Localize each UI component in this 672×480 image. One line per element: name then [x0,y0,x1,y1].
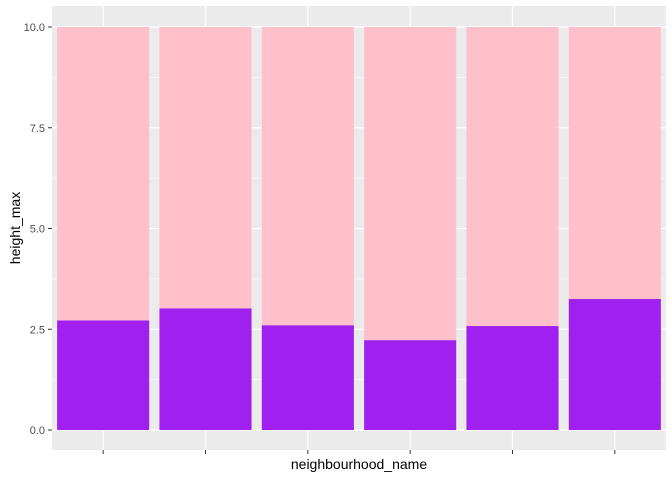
bar-segment-2-4 [364,27,457,341]
bar-segment-2-2 [159,27,252,309]
y-tick-label: 7.5 [30,123,45,135]
bar-segment-1-1 [57,320,150,430]
bar-segment-2-3 [261,27,354,326]
y-tick-label: 2.5 [30,324,45,336]
y-tick-label: 5.0 [30,224,45,236]
y-axis-title: height_max [7,192,23,264]
bar-segment-2-6 [568,27,661,300]
y-axis: 0.0 2.5 5.0 7.5 10.0 [24,22,52,437]
x-axis-title: neighbourhood_name [291,456,427,472]
bar-segment-1-5 [466,326,559,430]
bar-segment-1-2 [159,308,252,430]
y-tick-label: 10.0 [24,22,45,34]
y-tick-label: 0.0 [30,425,45,437]
bar-segment-2-1 [57,27,150,321]
bars-group [57,27,661,430]
x-axis [102,450,616,454]
bar-segment-1-3 [261,325,354,430]
bar-segment-1-6 [568,299,661,430]
bar-segment-1-4 [364,340,457,430]
bar-segment-2-5 [466,27,559,327]
